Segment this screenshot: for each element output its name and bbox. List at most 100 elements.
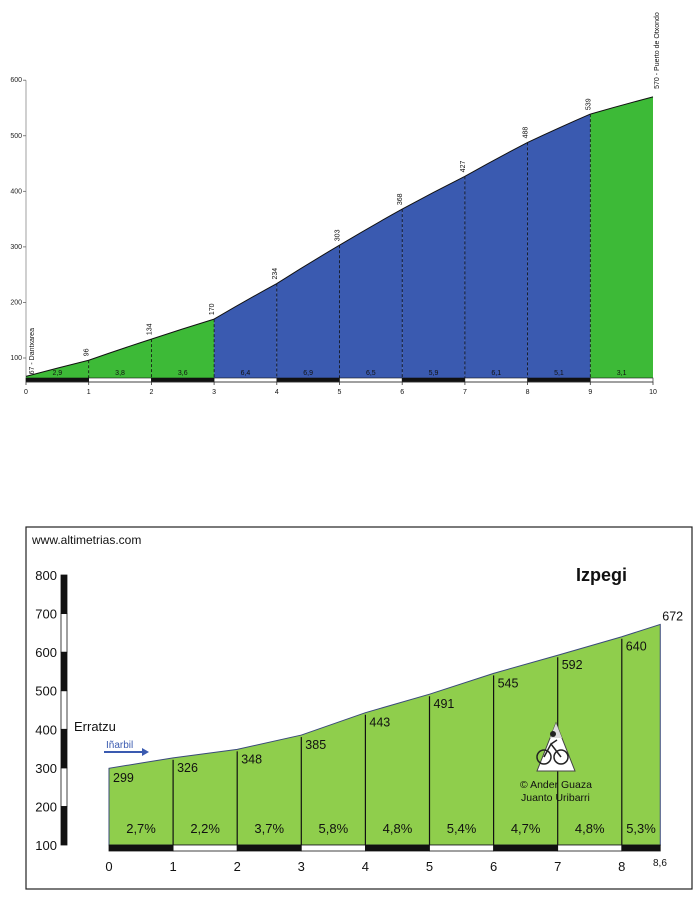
top-x-tick-label-9: 9: [588, 389, 592, 396]
izpegi-y-scale-block-1: [60, 767, 68, 807]
izpegi-elevation-area: [108, 623, 661, 846]
izpegi-gradient-label-7: 4,8%: [575, 821, 605, 836]
top-strip-block-1: [88, 377, 152, 383]
top-area-segment-9: [590, 96, 653, 379]
top-point-label-2: 134: [146, 323, 153, 335]
top-segment-gradient-label-1: 3,8: [115, 370, 125, 377]
izpegi-value-label-1: 326: [177, 761, 198, 775]
top-point-label-9: 539: [585, 98, 592, 110]
izpegi-x-scale-block-1: [172, 844, 238, 852]
top-area-segment-0: [26, 360, 89, 378]
credit-line-1: © Ander Guaza: [520, 779, 592, 791]
izpegi-y-axis: 100 200 300 400 500 600 700 800: [35, 568, 68, 853]
top-point-label-10: 570 - Puerto de Otxondo: [654, 12, 661, 89]
izpegi-gradient-label-2: 3,7%: [254, 821, 284, 836]
izpegi-gradient-label-0: 2,7%: [126, 821, 156, 836]
top-x-tick-label-1: 1: [87, 389, 91, 396]
top-strip-block-8: [527, 377, 591, 383]
izpegi-y-tick-label-400: 400: [35, 722, 57, 737]
top-x-tick-label-4: 4: [275, 389, 279, 396]
top-strip-block-2: [151, 377, 215, 383]
izpegi-value-label-5: 491: [434, 697, 455, 711]
izpegi-x-tick-label-0: 0: [105, 859, 112, 874]
top-segment-gradient-label-4: 6,9: [303, 370, 313, 377]
top-area-segment-6: [402, 176, 465, 378]
top-strip-block-0: [25, 377, 90, 383]
top-y-tick-label-300: 300: [10, 244, 22, 251]
top-profile-line-7: [464, 141, 528, 177]
top-segment-gradient-label-8: 5,1: [554, 370, 564, 377]
izpegi-x-tick-label-3: 3: [298, 859, 305, 874]
road-sign-label: Iñarbil: [106, 740, 133, 751]
izpegi-x-tick-label-1: 1: [169, 859, 176, 874]
top-point-label-5: 303: [335, 229, 342, 241]
top-x-tick-label-2: 2: [149, 389, 153, 396]
izpegi-value-label-2: 348: [241, 752, 262, 766]
top-profile-line-3: [213, 283, 278, 320]
top-strip-block-4: [276, 377, 340, 383]
top-profile-line-0: [25, 359, 89, 377]
top-point-label-8: 488: [523, 127, 530, 139]
izpegi-x-scale-block-2: [236, 844, 302, 852]
izpegi-gradient-label-4: 4,8%: [383, 821, 413, 836]
izpegi-x-scale-block-8: [621, 844, 661, 852]
izpegi-y-scale-block-4: [60, 651, 68, 692]
izpegi-y-tick-label-800: 800: [35, 568, 57, 583]
izpegi-profile-chart: www.altimetrias.com Izpegi 100 200 300 400 5…: [25, 526, 693, 890]
izpegi-x-scale-block-6: [493, 844, 559, 852]
izpegi-x-tick-label-7: 7: [554, 859, 561, 874]
izpegi-y-scale-block-6: [60, 574, 68, 614]
izpegi-x-axis: 0 1 2 3 4 5 6 7 8: [105, 844, 661, 874]
izpegi-x-tick-label-6: 6: [490, 859, 497, 874]
top-profile-line-2: [151, 318, 215, 340]
top-strip-block-9: [589, 377, 654, 383]
top-area-segment-5: [339, 209, 403, 378]
izpegi-x-scale-block-4: [364, 844, 430, 852]
izpegi-gradient-label-1: 2,2%: [190, 821, 220, 836]
izpegi-y-tick-label-100: 100: [35, 838, 57, 853]
izpegi-y-scale-block-3: [60, 690, 68, 730]
top-y-tick-label-100: 100: [10, 355, 22, 362]
top-y-tick-label-600: 600: [10, 77, 22, 84]
top-x-tick-label-5: 5: [338, 389, 342, 396]
izpegi-x-tick-label-5: 5: [426, 859, 433, 874]
top-gradient-strip: 2,9 3,8 3,6 6,4 6,9 6,5 5,9 6,1 5,1 3,1: [25, 370, 654, 383]
top-profile-line-5: [339, 208, 403, 246]
izpegi-annotations: Erratzu Iñarbil © Ander Guaza Juanto Uri…: [74, 719, 667, 869]
izpegi-y-tick-label-300: 300: [35, 761, 57, 776]
top-point-label-6: 368: [397, 193, 404, 205]
izpegi-x-tick-label-2: 2: [234, 859, 241, 874]
top-x-tick-label-7: 7: [463, 389, 467, 396]
izpegi-x-scale-block-0: [108, 844, 174, 852]
top-x-axis: 0 1 2 3 4 5 6 7 8 9 10: [24, 381, 657, 396]
top-x-tick-label-8: 8: [526, 389, 530, 396]
top-area-segment-4: [276, 245, 340, 378]
izpegi-x-scale-block-7: [557, 844, 623, 852]
izpegi-y-tick-label-500: 500: [35, 684, 57, 699]
top-area-segment-8: [527, 114, 591, 378]
top-segment-gradient-label-0: 2,9: [52, 370, 62, 377]
izpegi-value-label-4: 443: [369, 716, 390, 730]
top-profile-line-4: [276, 244, 340, 284]
izpegi-value-label-0: 299: [113, 771, 134, 785]
road-sign-arrow-icon: [104, 748, 149, 756]
top-area-segment-3: [214, 283, 277, 378]
top-point-label-4: 234: [272, 268, 279, 280]
izpegi-value-label-8: 640: [626, 640, 647, 654]
top-segment-gradient-label-3: 6,4: [241, 370, 251, 377]
izpegi-y-scale-block-2: [60, 728, 68, 769]
izpegi-gradient-label-6: 4,7%: [511, 821, 541, 836]
top-point-label-3: 170: [209, 303, 216, 315]
top-point-label-7: 427: [460, 161, 467, 173]
izpegi-y-tick-label-600: 600: [35, 645, 57, 660]
top-strip-block-7: [464, 377, 528, 383]
top-segment-gradient-label-5: 6,5: [366, 370, 376, 377]
top-strip-block-3: [213, 377, 278, 383]
top-point-label-0: 67 - Dantxarea: [29, 328, 36, 374]
top-segment-gradient-label-7: 6,1: [491, 370, 501, 377]
top-y-tick-label-500: 500: [10, 133, 22, 140]
izpegi-value-label-7: 592: [562, 658, 583, 672]
top-profile-line-8: [527, 113, 591, 143]
